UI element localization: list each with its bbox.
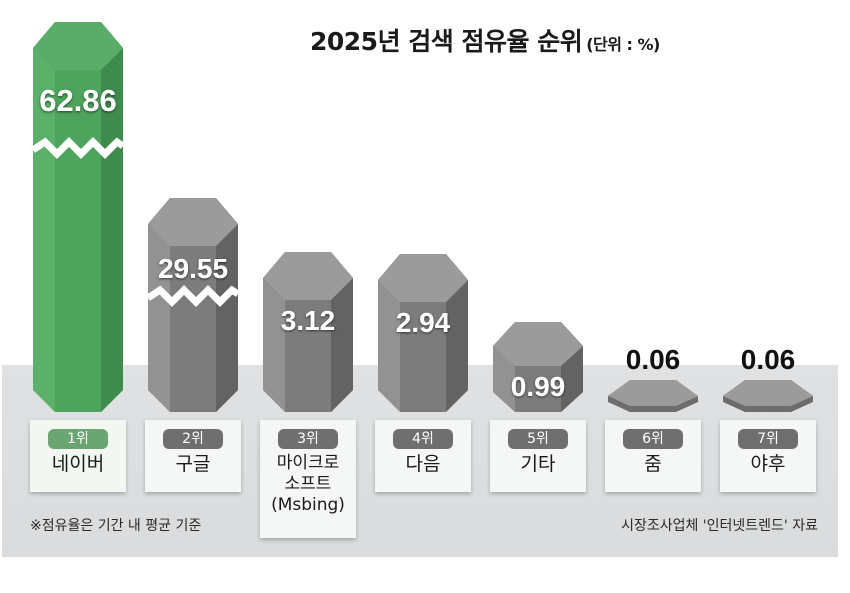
- source-note: 시장조사업체 '인터넷트렌드' 자료: [621, 518, 818, 534]
- category-label: 야후: [750, 453, 786, 475]
- rank-badge: 7위: [738, 429, 798, 449]
- chart-title: 2025년 검색 점유율 순위 (단위 : %): [310, 22, 660, 58]
- label-card-google: 2위 구글: [145, 420, 241, 492]
- title-main: 2025년 검색 점유율 순위: [310, 27, 583, 56]
- label-card-daum: 4위 다음: [375, 420, 471, 492]
- bar-value: 62.86: [39, 83, 117, 118]
- label-card-microsoft: 3위 마이크로 소프트 (Msbing): [260, 420, 356, 538]
- bar-value: 0.99: [511, 371, 566, 402]
- bar-yahoo: 0.06: [723, 344, 813, 412]
- bar-value: 0.06: [741, 344, 796, 375]
- rank-badge: 1위: [48, 429, 108, 449]
- category-label: 줌: [644, 453, 662, 475]
- bar-microsoft: 3.12: [263, 252, 353, 412]
- title-unit: (단위 : %): [586, 35, 660, 54]
- label-card-zum: 6위 줌: [605, 420, 701, 492]
- category-label: 구글: [175, 453, 211, 475]
- footnote: ※점유율은 기간 내 평균 기준: [30, 518, 202, 534]
- category-label: 마이크로 소프트 (Msbing): [271, 453, 345, 515]
- category-label: 기타: [520, 453, 556, 475]
- bar-naver: 62.86: [31, 22, 125, 412]
- rank-badge: 4위: [393, 429, 453, 449]
- bar-value: 0.06: [626, 344, 681, 375]
- bar-value: 29.55: [158, 253, 228, 284]
- bar-other: 0.99: [493, 322, 583, 412]
- bar-zum: 0.06: [608, 344, 698, 412]
- category-label: 다음: [405, 453, 441, 475]
- bar-google: 29.55: [146, 198, 240, 412]
- rank-badge: 2위: [163, 429, 223, 449]
- bar-value: 3.12: [281, 305, 336, 336]
- label-card-other: 5위 기타: [490, 420, 586, 492]
- label-card-naver: 1위 네이버: [30, 420, 126, 492]
- label-card-yahoo: 7위 야후: [720, 420, 816, 492]
- rank-badge: 3위: [278, 429, 338, 449]
- axis-break-icon: [31, 137, 125, 159]
- bar-daum: 2.94: [378, 254, 468, 412]
- rank-badge: 6위: [623, 429, 683, 449]
- rank-badge: 5위: [508, 429, 568, 449]
- bar-value: 2.94: [396, 307, 451, 338]
- axis-break-icon: [146, 285, 240, 307]
- category-label: 네이버: [51, 453, 105, 475]
